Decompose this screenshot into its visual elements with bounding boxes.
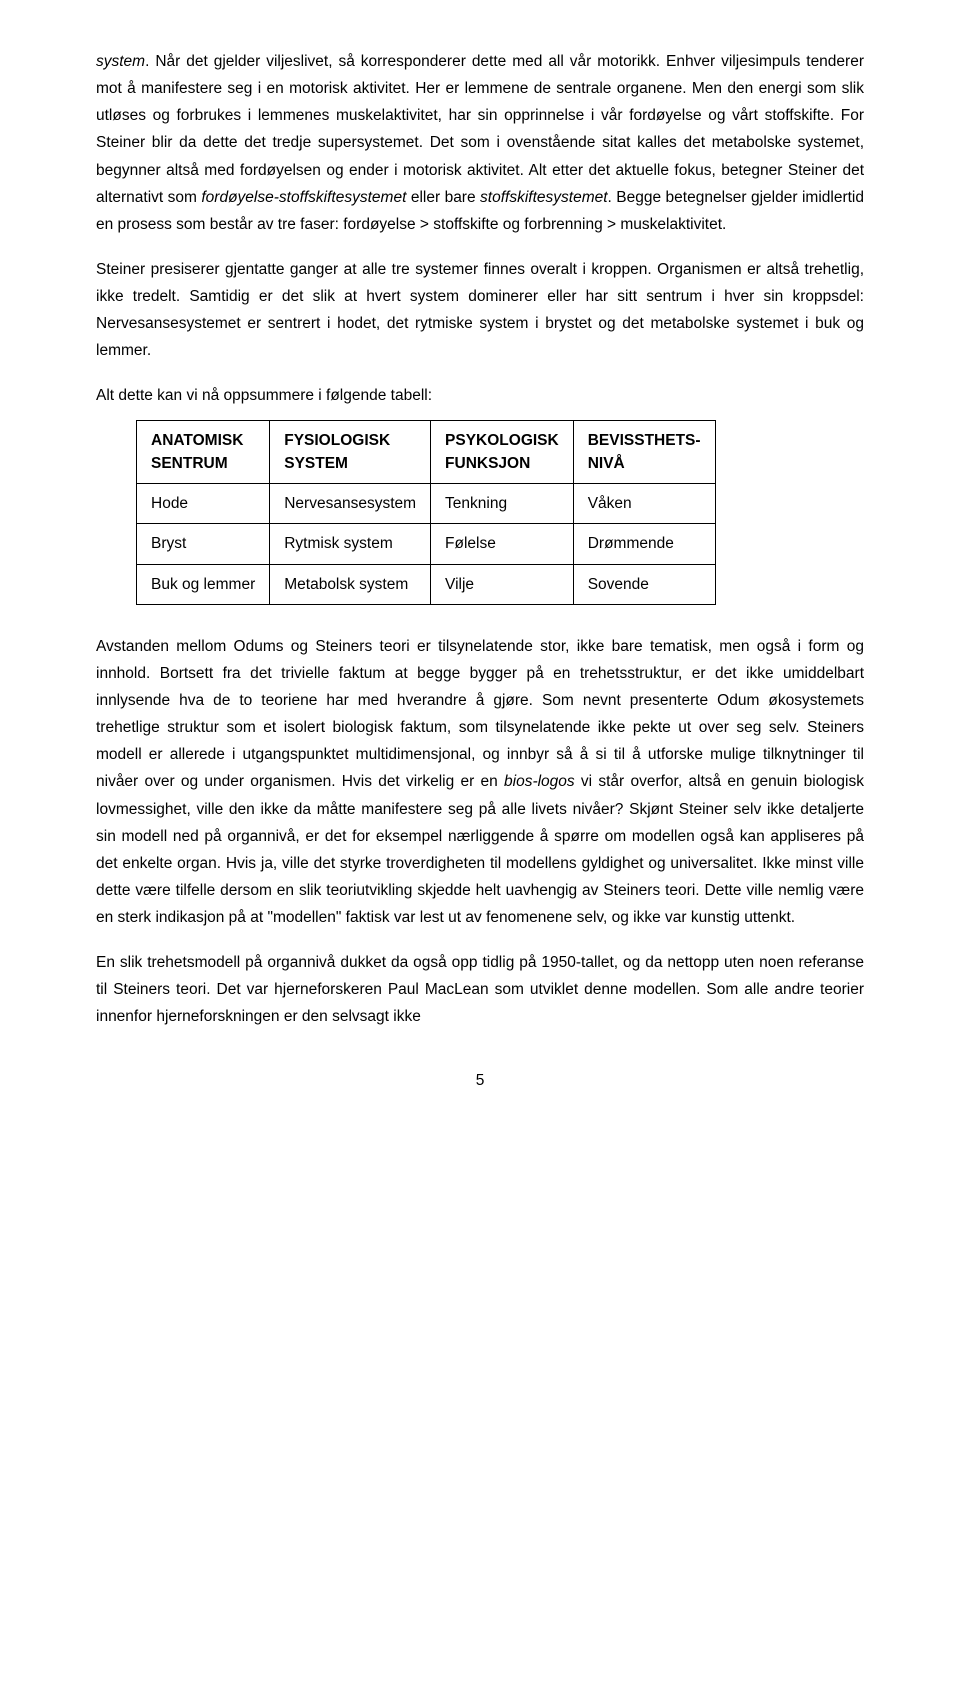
header-line: ANATOMISK bbox=[151, 432, 243, 449]
table-header-row: ANATOMISK SENTRUM FYSIOLOGISK SYSTEM PSY… bbox=[137, 420, 716, 484]
table-cell: Nervesansesystem bbox=[270, 484, 431, 524]
text-run: eller bare bbox=[406, 189, 480, 206]
table-cell: Bryst bbox=[137, 524, 270, 564]
header-line: FYSIOLOGISK bbox=[284, 432, 390, 449]
text-run: Avstanden mellom Odums og Steiners teori… bbox=[96, 638, 864, 791]
table-cell: Tenkning bbox=[431, 484, 574, 524]
table-cell: Våken bbox=[573, 484, 715, 524]
table-cell: Følelse bbox=[431, 524, 574, 564]
table-header-cell: FYSIOLOGISK SYSTEM bbox=[270, 420, 431, 484]
italic-term-fordoyelse: fordøyelse-stoffskiftesystemet bbox=[201, 189, 406, 206]
table-row: Hode Nervesansesystem Tenkning Våken bbox=[137, 484, 716, 524]
table-row: Buk og lemmer Metabolsk system Vilje Sov… bbox=[137, 564, 716, 604]
page-number: 5 bbox=[96, 1067, 864, 1094]
systems-table: ANATOMISK SENTRUM FYSIOLOGISK SYSTEM PSY… bbox=[136, 420, 716, 605]
header-line: SYSTEM bbox=[284, 455, 348, 472]
table-header-cell: PSYKOLOGISK FUNKSJON bbox=[431, 420, 574, 484]
header-line: PSYKOLOGISK bbox=[445, 432, 559, 449]
table-row: Bryst Rytmisk system Følelse Drømmende bbox=[137, 524, 716, 564]
table-cell: Rytmisk system bbox=[270, 524, 431, 564]
italic-term-system: system bbox=[96, 53, 145, 70]
italic-term-stoffskifte: stoffskiftesystemet bbox=[480, 189, 607, 206]
paragraph-2: Steiner presiserer gjentatte ganger at a… bbox=[96, 256, 864, 365]
table-cell: Vilje bbox=[431, 564, 574, 604]
italic-term-bios-logos: bios-logos bbox=[504, 773, 575, 790]
table-cell: Drømmende bbox=[573, 524, 715, 564]
table-cell: Buk og lemmer bbox=[137, 564, 270, 604]
paragraph-3-table-intro: Alt dette kan vi nå oppsummere i følgend… bbox=[96, 382, 864, 409]
header-line: SENTRUM bbox=[151, 455, 228, 472]
text-run: . Når det gjelder viljeslivet, så korres… bbox=[96, 53, 864, 206]
header-line: NIVÅ bbox=[588, 455, 625, 472]
table-header-cell: BEVISSTHETS- NIVÅ bbox=[573, 420, 715, 484]
table-cell: Hode bbox=[137, 484, 270, 524]
header-line: BEVISSTHETS- bbox=[588, 432, 701, 449]
paragraph-5: En slik trehetsmodell på organnivå dukke… bbox=[96, 949, 864, 1030]
paragraph-4: Avstanden mellom Odums og Steiners teori… bbox=[96, 633, 864, 931]
table-cell: Sovende bbox=[573, 564, 715, 604]
table-header-cell: ANATOMISK SENTRUM bbox=[137, 420, 270, 484]
paragraph-1: system. Når det gjelder viljeslivet, så … bbox=[96, 48, 864, 238]
text-run: vi står overfor, altså en genuin biologi… bbox=[96, 773, 864, 926]
header-line: FUNKSJON bbox=[445, 455, 530, 472]
document-page: system. Når det gjelder viljeslivet, så … bbox=[0, 0, 960, 1126]
table-cell: Metabolsk system bbox=[270, 564, 431, 604]
